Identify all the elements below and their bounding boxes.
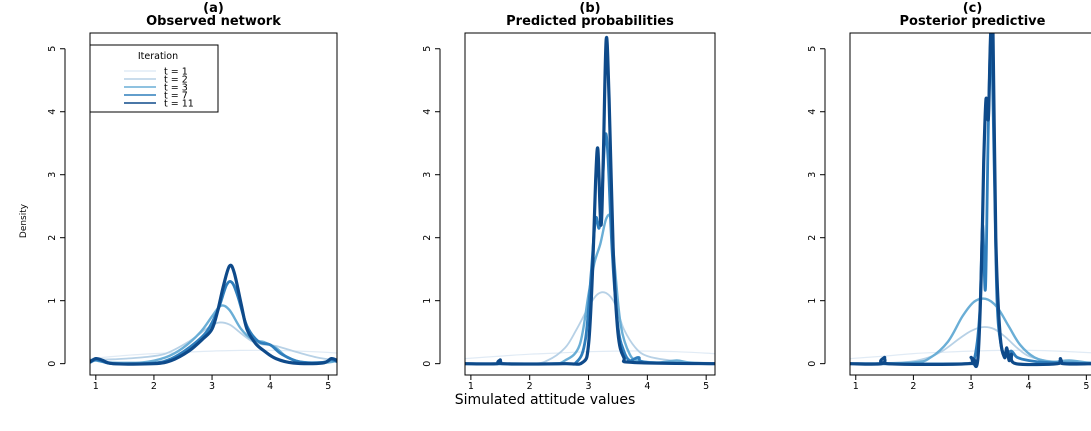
panel-a: (a)Observed network 1 2 3 4 5 0 1 2 3 4 5 — [47, 1, 338, 392]
y-tick-label: 2 — [47, 235, 58, 241]
x-tick-label: 5 — [325, 381, 331, 392]
panel-subtitle: Observed network — [146, 14, 281, 29]
y-tick-label: 5 — [807, 46, 818, 52]
y-tick-label: 0 — [807, 361, 818, 367]
series-line-t5 — [90, 263, 337, 366]
x-tick-label: 2 — [910, 381, 916, 392]
panel-c: (c)Posterior predictive 1 2 3 4 5 0 1 2 3 4 5 — [807, 1, 1091, 392]
panel-title: (a) — [203, 1, 224, 16]
series-line-t4 — [850, 34, 1091, 367]
y-tick-label: 2 — [807, 235, 818, 241]
x-tick-label: 5 — [703, 381, 709, 392]
series-lines — [850, 33, 1091, 369]
x-tick-label: 5 — [1083, 381, 1089, 392]
x-axis-label: Simulated attitude values — [455, 392, 636, 408]
plot-frame — [464, 32, 716, 376]
x-tick-label: 1 — [468, 381, 474, 392]
legend-entries: t = 1t = 2t = 3t = 7t = 11 — [124, 67, 194, 110]
series-line-t5 — [850, 33, 1091, 369]
y-axis-label: Density — [19, 203, 29, 238]
x-tick-label: 4 — [267, 381, 273, 392]
y-tick-label: 4 — [422, 109, 433, 115]
legend-entry-label: t = 11 — [164, 99, 194, 110]
y-tick-label: 1 — [422, 298, 433, 304]
series-line-t1 — [850, 349, 1091, 360]
legend-entry-label: t = 3 — [164, 83, 188, 94]
series-line-t5 — [465, 35, 715, 366]
x-tick-label: 2 — [527, 381, 533, 392]
y-tick-label: 3 — [422, 172, 433, 178]
y-tick-label: 4 — [807, 109, 818, 115]
series-line-t2 — [465, 291, 715, 365]
plot-frame — [89, 32, 338, 376]
panel-title: (c) — [963, 1, 983, 16]
y-tick-label: 2 — [422, 235, 433, 241]
series-lines — [90, 263, 337, 366]
y-tick-label: 0 — [422, 361, 433, 367]
legend-entry-label: t = 2 — [164, 75, 188, 86]
x-tick-label: 4 — [1026, 381, 1032, 392]
panel-b: (b)Predicted probabilities 1 2 3 4 5 0 1 2 3 4 5 — [422, 1, 716, 392]
x-tick-label: 1 — [93, 381, 99, 392]
x-tick-label: 3 — [968, 381, 974, 392]
y-tick-label: 1 — [807, 298, 818, 304]
panel-title: (b) — [579, 1, 600, 16]
series-lines — [465, 35, 715, 366]
panel-subtitle: Posterior predictive — [900, 14, 1046, 29]
series-line-t3 — [90, 304, 337, 365]
series-line-t1 — [90, 349, 337, 360]
x-tick-label: 2 — [151, 381, 157, 392]
series-line-t2 — [90, 321, 337, 362]
legend-title: Iteration — [138, 51, 178, 62]
y-tick-label: 4 — [47, 109, 58, 115]
x-tick-label: 1 — [853, 381, 859, 392]
y-tick-label: 0 — [47, 361, 58, 367]
x-tick-label: 3 — [209, 381, 215, 392]
y-tick-label: 3 — [47, 172, 58, 178]
legend-entry-label: t = 1 — [164, 67, 188, 78]
y-tick-label: 1 — [47, 298, 58, 304]
y-tick-label: 5 — [47, 46, 58, 52]
x-tick-label: 4 — [644, 381, 650, 392]
y-tick-label: 5 — [422, 46, 433, 52]
plot-frame — [849, 32, 1091, 376]
x-tick-label: 3 — [586, 381, 592, 392]
legend: Iteration t = 1t = 2t = 3t = 7t = 11 — [89, 44, 219, 113]
y-tick-label: 3 — [807, 172, 818, 178]
series-line-t1 — [465, 350, 715, 360]
legend-entry-label: t = 7 — [164, 91, 188, 102]
panel-subtitle: Predicted probabilities — [506, 14, 674, 29]
